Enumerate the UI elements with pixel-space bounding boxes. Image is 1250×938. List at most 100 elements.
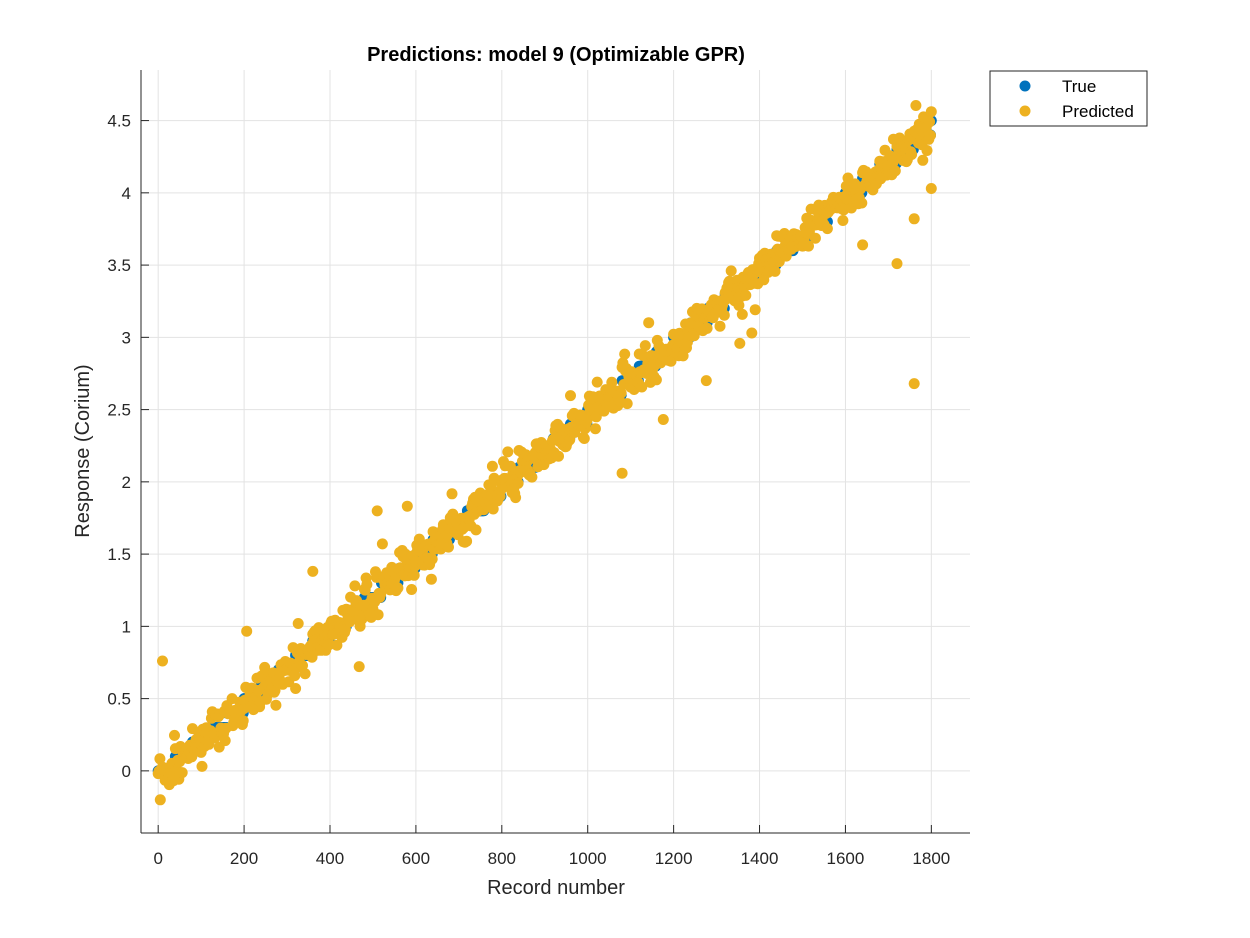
predicted-outlier-point bbox=[154, 794, 166, 806]
predicted-point bbox=[736, 308, 748, 320]
predicted-point bbox=[174, 756, 186, 768]
predicted-point bbox=[910, 100, 922, 111]
predicted-point bbox=[502, 446, 514, 458]
x-tick-label: 200 bbox=[230, 849, 258, 868]
predicted-point bbox=[906, 149, 918, 160]
predicted-point bbox=[349, 580, 361, 592]
predicted-point bbox=[553, 450, 564, 462]
predicted-point bbox=[241, 625, 253, 637]
predicted-point bbox=[237, 715, 249, 727]
predicted-point bbox=[639, 340, 651, 352]
predicted-point bbox=[510, 492, 522, 504]
predicted-point bbox=[725, 265, 737, 277]
predicted-outlier-point bbox=[857, 239, 869, 251]
predicted-point bbox=[392, 582, 404, 594]
predicted-point bbox=[461, 535, 473, 547]
predicted-point bbox=[769, 265, 781, 277]
predicted-point bbox=[701, 322, 713, 334]
predicted-point bbox=[591, 376, 603, 388]
y-tick-label: 0.5 bbox=[107, 690, 131, 709]
predicted-point bbox=[924, 116, 936, 128]
x-tick-label: 800 bbox=[488, 849, 516, 868]
predicted-point bbox=[169, 729, 180, 741]
predicted-point bbox=[292, 618, 304, 629]
legend-box bbox=[989, 70, 1148, 127]
predicted-point bbox=[578, 433, 590, 444]
predicted-point bbox=[331, 639, 343, 651]
axes-lines bbox=[140, 70, 970, 834]
predicted-point bbox=[401, 500, 413, 512]
x-tick-label: 1000 bbox=[569, 849, 607, 868]
predicted-point bbox=[154, 753, 166, 765]
predicted-point bbox=[590, 411, 602, 423]
predicted-point bbox=[925, 129, 936, 141]
predicted-outlier-point bbox=[616, 467, 628, 479]
y-ticks: 0 0.5 1 1.5 2 2.5 3 3.5 4 4.5 bbox=[107, 112, 149, 781]
y-tick-label: 2.5 bbox=[107, 401, 131, 420]
legend-label-predicted: Predicted bbox=[1062, 102, 1134, 121]
predicted-point bbox=[486, 460, 498, 472]
y-tick-label: 4 bbox=[122, 184, 131, 203]
predicted-point bbox=[323, 639, 335, 651]
legend: True Predicted bbox=[989, 70, 1148, 127]
predicted-point bbox=[889, 165, 901, 177]
legend-marker-predicted bbox=[1019, 105, 1031, 117]
predicted-point bbox=[856, 197, 868, 209]
predicted-point bbox=[718, 309, 730, 321]
predicted-point bbox=[446, 488, 458, 500]
predicted-point bbox=[740, 289, 752, 301]
x-ticks: 0 200 400 600 800 1000 1200 1400 1600 1800 bbox=[153, 825, 950, 868]
predicted-point bbox=[621, 398, 633, 410]
predicted-point bbox=[821, 223, 833, 235]
predicted-outlier-point bbox=[307, 565, 319, 577]
predicted-point bbox=[408, 569, 420, 581]
predicted-point bbox=[749, 304, 761, 316]
predicted-point bbox=[636, 381, 648, 393]
predicted-point bbox=[353, 661, 365, 673]
y-tick-label: 2 bbox=[122, 473, 131, 492]
chart-title: Predictions: model 9 (Optimizable GPR) bbox=[367, 44, 745, 66]
predicted-point bbox=[589, 423, 601, 435]
predicted-point bbox=[512, 477, 524, 489]
predicted-point bbox=[733, 299, 745, 311]
x-tick-label: 1600 bbox=[827, 849, 865, 868]
legend-label-true: True bbox=[1062, 77, 1096, 96]
predicted-point bbox=[425, 573, 437, 585]
predicted-point bbox=[426, 553, 438, 565]
predicted-point bbox=[361, 579, 373, 590]
predicted-point bbox=[487, 503, 499, 515]
predicted-point bbox=[299, 668, 311, 680]
x-tick-label: 1400 bbox=[741, 849, 779, 868]
predicted-outlier-point bbox=[925, 183, 937, 194]
predicted-point bbox=[406, 584, 418, 595]
predicted-point bbox=[470, 524, 482, 536]
predicted-point bbox=[837, 215, 849, 226]
predicted-point bbox=[371, 505, 383, 517]
y-tick-label: 4.5 bbox=[107, 112, 131, 131]
predicted-point bbox=[688, 330, 700, 342]
predicted-point bbox=[270, 699, 282, 711]
x-tick-label: 0 bbox=[153, 849, 162, 868]
predicted-point bbox=[376, 538, 388, 550]
predicted-point bbox=[714, 320, 726, 332]
x-tick-label: 400 bbox=[316, 849, 344, 868]
x-tick-label: 600 bbox=[402, 849, 430, 868]
y-tick-label: 1.5 bbox=[107, 545, 131, 564]
predicted-point bbox=[196, 760, 208, 772]
predicted-series bbox=[152, 100, 937, 806]
predicted-point bbox=[526, 471, 538, 483]
predicted-point bbox=[917, 154, 929, 166]
y-tick-label: 0 bbox=[122, 762, 131, 781]
predicted-point bbox=[290, 683, 302, 694]
y-axis-label: Response (Corium) bbox=[72, 364, 94, 537]
y-tick-label: 3.5 bbox=[107, 256, 131, 275]
predicted-point bbox=[615, 387, 627, 399]
x-axis-label: Record number bbox=[487, 877, 625, 899]
predicted-point bbox=[657, 414, 669, 425]
plot-area: 0 200 400 600 800 1000 1200 1400 1600 1800 0 0.5 1 1… bbox=[107, 70, 970, 868]
predicted-point bbox=[746, 327, 758, 339]
predicted-point bbox=[643, 317, 655, 329]
predicted-point bbox=[619, 348, 631, 360]
predicted-point bbox=[925, 106, 937, 118]
